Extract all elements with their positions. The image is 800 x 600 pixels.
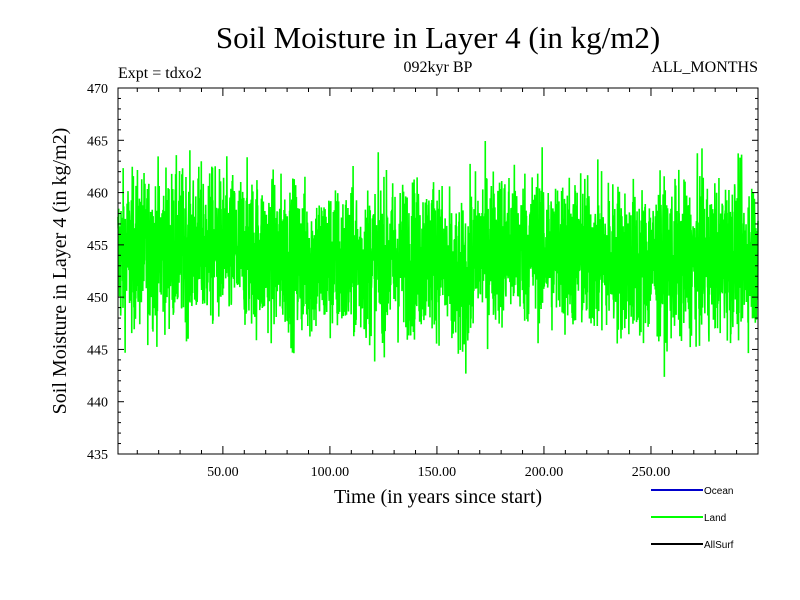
y-tick-label: 450 (87, 291, 108, 306)
y-tick-label: 455 (87, 239, 108, 254)
x-tick-label: 50.00 (207, 465, 239, 480)
y-axis-label: Soil Moisture in Layer 4 (in kg/m2) (49, 128, 71, 415)
chart-title: Soil Moisture in Layer 4 (in kg/m2) (216, 20, 660, 55)
series-land (117, 141, 759, 377)
y-tick-label: 440 (87, 396, 108, 411)
months-label: ALL_MONTHS (651, 59, 758, 76)
y-tick-label: 460 (87, 187, 108, 202)
y-axis: 435 440 445 450 455 460 465 470 (87, 82, 758, 463)
plot-frame (117, 87, 759, 455)
y-tick-label: 435 (87, 448, 108, 463)
experiment-label: Expt = tdxo2 (118, 65, 202, 82)
x-axis: 50.00 100.00 150.00 200.00 250.00 (136, 88, 738, 480)
x-axis-label: Time (in years since start) (334, 486, 542, 508)
period-label: 092kyr BP (404, 59, 473, 76)
x-tick-label: 100.00 (311, 465, 350, 480)
y-tick-label: 445 (87, 343, 108, 358)
y-tick-label: 465 (87, 134, 108, 149)
x-tick-label: 200.00 (525, 465, 564, 480)
series-line-land (117, 141, 759, 377)
x-tick-label: 250.00 (632, 465, 671, 480)
legend: Ocean Land AllSurf (651, 486, 734, 551)
legend-label-ocean: Ocean (704, 486, 733, 497)
y-tick-label: 470 (87, 82, 108, 97)
x-tick-label: 150.00 (418, 465, 457, 480)
legend-label-land: Land (704, 513, 726, 524)
legend-label-allsurf: AllSurf (704, 540, 734, 551)
